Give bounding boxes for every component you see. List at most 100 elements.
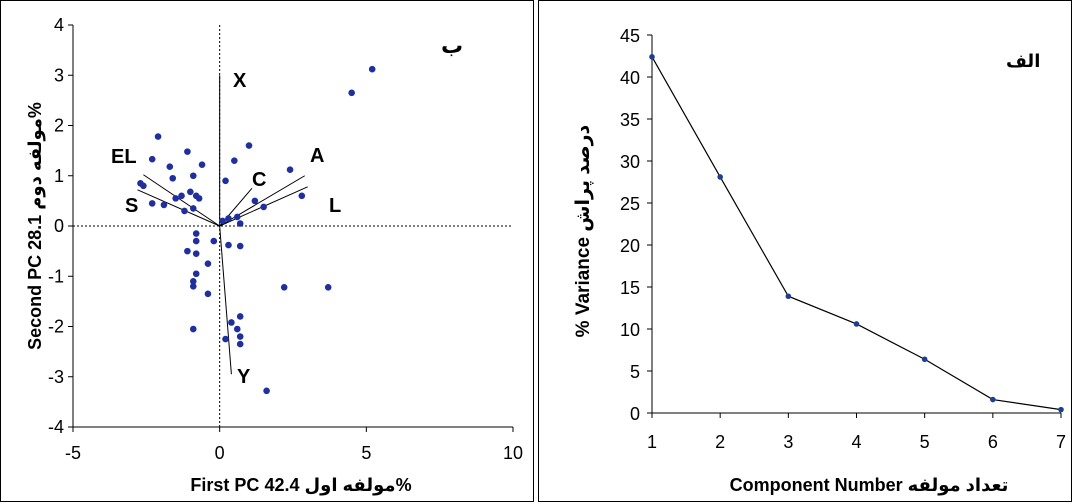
data-point [649, 54, 655, 60]
data-point [236, 242, 244, 250]
x-tick-label: 4 [851, 432, 861, 452]
data-point [233, 325, 241, 333]
loading-label-el: EL [111, 146, 137, 168]
y-axis-label: Second PC مولفه دوم 28.1% [25, 102, 46, 350]
data-point [166, 163, 174, 171]
data-point [286, 166, 294, 174]
y-tick-label: -1 [48, 266, 64, 286]
data-point [189, 277, 197, 285]
data-point [245, 142, 253, 149]
data-point [324, 284, 332, 291]
x-tick-label: 1 [647, 432, 657, 452]
data-point [189, 325, 197, 333]
y-tick-label: 5 [630, 362, 640, 382]
loading-label-c: C [252, 169, 266, 191]
y-tick-label: 10 [620, 320, 640, 340]
y-tick-label: 4 [54, 15, 64, 35]
data-point [181, 207, 188, 215]
x-axis-label-fa: تعداد مولفه [903, 475, 1009, 496]
data-point [785, 293, 792, 300]
data-point [222, 335, 229, 343]
y-tick-label: 15 [620, 278, 640, 298]
data-point [231, 157, 238, 164]
data-point [260, 203, 267, 211]
data-point [172, 195, 179, 202]
x-tick-label: 0 [215, 443, 225, 463]
y-axis-label: % Variance درصد پراش [573, 124, 594, 337]
scree-plot-panel: 0 5 10 15 20 25 30 35 40 45 1 2 3 4 5 6 7 الف% Variance د… [538, 0, 1072, 502]
x-tick-label: 5 [361, 443, 371, 463]
y-tick-label: 2 [54, 116, 64, 136]
data-point [236, 333, 244, 340]
data-point [236, 313, 244, 320]
data-point [1058, 406, 1064, 413]
x-tick-label: 2 [715, 432, 725, 452]
loading-label-l: L [329, 195, 341, 217]
y-tick-label: -2 [48, 317, 64, 337]
pca-biplot-chart: -4 -3 -2 -1 0 1 2 3 4 -5 0 5 10 X A C L EL S Y ب Second PC مو… [25, 15, 523, 496]
data-point [280, 284, 288, 291]
y-tick-label: 0 [630, 404, 640, 424]
loading-vector-s [137, 189, 220, 227]
loading-vector-a [219, 175, 305, 227]
x-axis-label: Component Number تعداد مولفه [730, 475, 1009, 496]
data-point [236, 220, 244, 227]
pca-biplot-panel: -4 -3 -2 -1 0 1 2 3 4 -5 0 5 10 X A C L EL S Y ب Second PC مو… [0, 0, 534, 502]
loading-label-y: Y [237, 366, 251, 388]
x-axis-label: First PC مولفه اول 42.4% [190, 475, 411, 496]
data-point [225, 215, 232, 222]
data-point [148, 155, 156, 163]
x-tick-label: 3 [783, 432, 793, 452]
data-point [187, 188, 194, 196]
loading-vector-el [143, 174, 220, 227]
data-point [210, 237, 218, 245]
data-point [192, 270, 200, 278]
x-axis-label-en: First PC [190, 475, 259, 495]
panel-label: الف [1006, 51, 1040, 71]
data-point [169, 174, 177, 182]
data-point [263, 387, 270, 395]
loading-label-s: S [125, 195, 138, 217]
variance-line [651, 56, 1062, 411]
data-point [219, 217, 226, 225]
data-point [717, 174, 723, 180]
y-tick-label: 40 [620, 68, 640, 88]
data-point [236, 340, 244, 348]
x-tick-label: 10 [503, 443, 523, 463]
data-point [368, 65, 376, 73]
data-point [204, 290, 212, 298]
y-tick-label: 20 [620, 236, 640, 256]
loading-vector-y [219, 225, 232, 375]
y-tick-label: -3 [48, 367, 64, 387]
data-point [178, 192, 185, 200]
y-tick-label: 0 [54, 216, 64, 236]
data-point [184, 148, 191, 155]
data-point [853, 321, 860, 327]
data-point [160, 201, 168, 209]
y-tick-label: 1 [54, 166, 64, 186]
y-axis-label-en: Second PC [25, 255, 45, 350]
loading-label-a: A [310, 145, 324, 167]
data-point [348, 89, 355, 97]
loading-label-x: X [233, 70, 247, 92]
data-point [990, 396, 996, 403]
data-point [195, 195, 203, 202]
data-point [298, 192, 306, 200]
y-tick-label: 3 [54, 65, 64, 85]
data-point [251, 197, 259, 205]
x-tick-label: -5 [65, 443, 81, 463]
x-tick-label: 5 [920, 432, 930, 452]
x-axis-label-en: Component Number [730, 475, 903, 495]
data-point [148, 200, 156, 207]
data-point [140, 182, 147, 190]
data-point [192, 250, 200, 257]
x-tick-label: 6 [988, 432, 998, 452]
data-point [233, 213, 241, 221]
y-axis-label-fa: درصد پراش [573, 124, 594, 237]
data-point [192, 230, 200, 237]
data-point [184, 247, 191, 255]
y-tick-label: -4 [48, 417, 64, 437]
y-tick-label: 45 [620, 26, 640, 46]
data-point [228, 319, 235, 326]
